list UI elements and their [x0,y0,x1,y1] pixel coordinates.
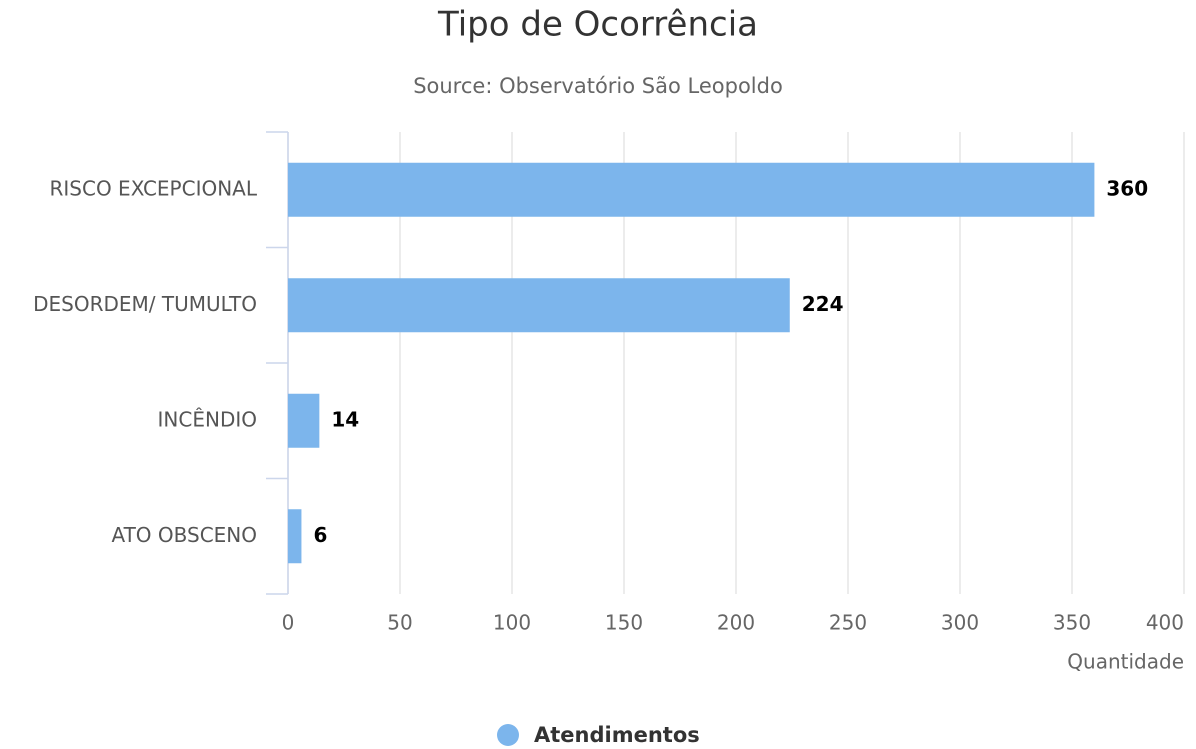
data-label: 14 [331,407,359,431]
chart-title: Tipo de Ocorrência [437,5,758,45]
y-tick-label: ATO OBSCENO [111,523,257,547]
data-label: 360 [1106,176,1148,200]
bar [288,509,302,564]
x-tick-label: 200 [717,611,755,635]
legend-marker [497,724,519,746]
x-tick-label: 250 [829,611,867,635]
x-tick-label: 50 [387,611,412,635]
x-tick-label: 400 [1146,611,1184,635]
x-tick-label: 100 [493,611,531,635]
y-tick-label: INCÊNDIO [158,407,257,431]
chart-subtitle: Source: Observatório São Leopoldo [413,74,783,98]
legend-label: Atendimentos [534,723,700,747]
x-axis-title: Quantidade [1067,650,1184,674]
x-tick-label: 350 [1053,611,1091,635]
x-tick-label: 0 [282,611,295,635]
data-label: 6 [313,523,327,547]
y-tick-label: DESORDEM/ TUMULTO [33,292,257,316]
bar [288,162,1095,217]
x-tick-label: 150 [605,611,643,635]
data-label: 224 [802,292,844,316]
x-tick-label: 300 [941,611,979,635]
bar [288,278,790,333]
y-tick-label: RISCO EXCEPCIONAL [50,176,258,200]
bar [288,393,320,448]
